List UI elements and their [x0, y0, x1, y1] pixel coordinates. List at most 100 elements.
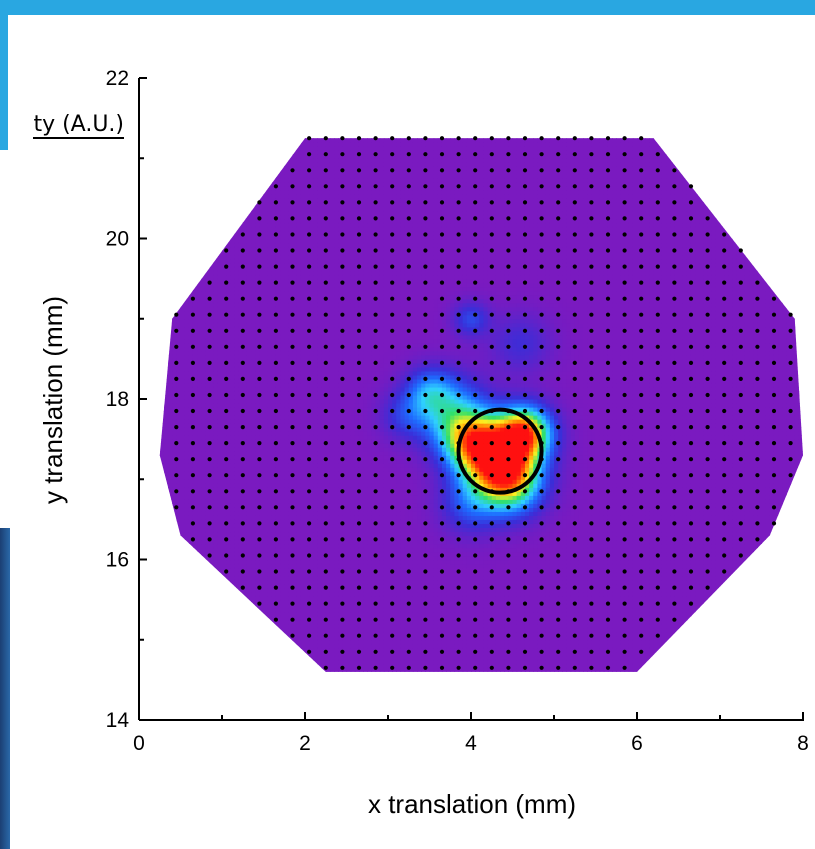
heatmap-cell	[172, 407, 177, 412]
heatmap-cell	[192, 571, 198, 577]
heatmap-cell	[188, 615, 194, 621]
heatmap-cell	[184, 507, 190, 512]
heatmap-cell	[180, 423, 186, 428]
heatmap-cell	[259, 94, 264, 99]
heatmap-cell	[192, 443, 198, 448]
heatmap-cell	[226, 258, 231, 264]
heatmap-cell	[209, 182, 215, 187]
heatmap-cell	[213, 527, 219, 533]
heatmap-cell	[226, 439, 231, 444]
heatmap-cell	[143, 271, 148, 276]
heatmap-cell	[151, 608, 156, 613]
heatmap-cell	[213, 667, 219, 672]
heatmap-cell	[242, 543, 248, 549]
heatmap-cell	[143, 186, 148, 191]
heatmap-cell	[188, 214, 194, 220]
heatmap-cell	[168, 282, 173, 288]
heatmap-cell	[172, 551, 177, 557]
heatmap-cell	[197, 182, 202, 187]
heatmap-cell	[222, 390, 227, 396]
heatmap-cell	[159, 639, 165, 645]
heatmap-cell	[184, 198, 190, 203]
heatmap-cell	[197, 603, 202, 609]
heatmap-cell	[151, 303, 156, 308]
heatmap-cell	[242, 170, 248, 175]
heatmap-cell	[234, 174, 240, 179]
heatmap-cell	[159, 415, 161, 420]
heatmap-cell	[163, 607, 169, 613]
heatmap-cell	[159, 270, 165, 276]
heatmap-cell	[184, 483, 190, 488]
heatmap-cell	[230, 487, 236, 492]
heatmap-cell	[147, 676, 152, 681]
heatmap-cell	[242, 254, 248, 260]
heatmap-cell	[168, 210, 173, 216]
heatmap-cell	[251, 386, 256, 392]
heatmap-cell	[151, 102, 156, 107]
heatmap-cell	[193, 704, 198, 709]
heatmap-cell	[251, 266, 256, 272]
heatmap-cell	[239, 82, 244, 87]
heatmap-cell	[188, 286, 194, 292]
heatmap-cell	[159, 370, 165, 376]
heatmap-cell	[238, 611, 244, 617]
heatmap-cell	[263, 174, 269, 179]
heatmap-cell	[222, 174, 227, 179]
heatmap-cell	[230, 692, 235, 697]
heatmap-cell	[147, 688, 152, 693]
heatmap-cell	[168, 390, 173, 396]
heatmap-cell	[213, 370, 219, 376]
heatmap-cell	[172, 194, 177, 199]
heatmap-cell	[197, 587, 202, 593]
heatmap-cell	[188, 302, 194, 308]
heatmap-cell	[184, 567, 190, 573]
heatmap-cell	[180, 495, 186, 500]
heatmap-cell	[176, 415, 182, 420]
heatmap-cell	[192, 334, 198, 340]
heatmap-cell	[242, 186, 248, 191]
heatmap-cell	[151, 672, 156, 677]
heatmap-cell	[230, 206, 236, 212]
heatmap-cell	[259, 274, 265, 280]
heatmap-cell	[263, 483, 269, 488]
heatmap-cell	[192, 150, 198, 155]
heatmap-cell	[192, 495, 198, 500]
heatmap-cell	[255, 106, 260, 111]
heatmap-cell	[201, 222, 206, 228]
heatmap-cell	[251, 198, 256, 203]
heatmap-cell	[176, 154, 182, 159]
heatmap-cell	[201, 419, 206, 424]
heatmap-cell	[251, 90, 256, 95]
heatmap-cell	[259, 491, 265, 496]
heatmap-cell	[251, 298, 256, 304]
heatmap-cell	[217, 214, 223, 220]
heatmap-cell	[192, 487, 198, 492]
heatmap-cell	[192, 302, 198, 308]
heatmap-cell	[184, 631, 190, 637]
heatmap-cell	[263, 587, 269, 593]
heatmap-cell	[209, 647, 215, 653]
heatmap-cell	[255, 676, 260, 681]
heatmap-cell	[189, 696, 194, 701]
heatmap-cell	[230, 563, 236, 569]
heatmap-cell	[268, 680, 273, 685]
heatmap-cell	[242, 483, 248, 488]
heatmap-cell	[159, 603, 161, 609]
heatmap-cell	[184, 266, 190, 272]
heatmap-cell	[151, 162, 156, 167]
heatmap-cell	[246, 455, 252, 460]
heatmap-cell	[147, 162, 152, 167]
heatmap-cell	[209, 194, 215, 199]
heatmap-cell	[230, 370, 236, 376]
heatmap-cell	[218, 86, 223, 91]
heatmap-cell	[151, 202, 156, 207]
heatmap-cell	[251, 206, 256, 212]
heatmap-cell	[226, 82, 231, 87]
heatmap-cell	[242, 583, 248, 589]
heatmap-cell	[159, 607, 165, 613]
heatmap-cell	[259, 210, 265, 216]
heatmap-cell	[246, 431, 252, 436]
heatmap-cell	[264, 700, 269, 705]
heatmap-cell	[192, 378, 198, 384]
heatmap-cell	[205, 146, 211, 151]
